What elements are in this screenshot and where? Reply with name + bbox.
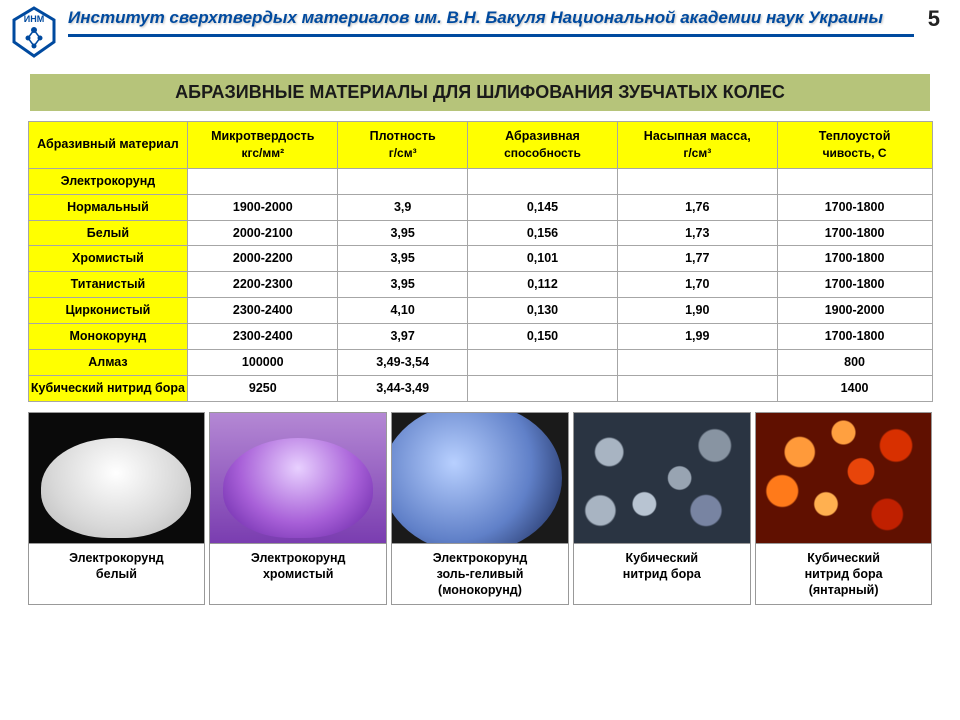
col-header: Микротвердость [211, 129, 314, 143]
page-number: 5 [914, 6, 940, 32]
table-row: Хромистый 2000-2200 3,95 0,101 1,77 1700… [28, 246, 932, 272]
table-row: Цирконистый 2300-2400 4,10 0,130 1,90 19… [28, 298, 932, 324]
col-header: Теплоустой [819, 129, 891, 143]
sample-card: Электрокорунд золь-геливый (монокорунд) [391, 412, 569, 606]
sample-card: Кубический нитрид бора (янтарный) [755, 412, 933, 606]
sample-image-cbn [574, 413, 750, 543]
sample-card: Электрокорунд хромистый [209, 412, 387, 606]
col-header: Насыпная масса, [644, 129, 751, 143]
sample-image-white-corundum [29, 413, 205, 543]
table-row: Белый 2000-2100 3,95 0,156 1,73 1700-180… [28, 220, 932, 246]
sample-image-solgel-corundum [392, 413, 568, 543]
institute-logo: ИНМ [10, 6, 58, 58]
page-header: ИНМ Институт сверхтвердых материалов им.… [0, 0, 960, 58]
table-row: Титанистый 2200-2300 3,95 0,112 1,70 170… [28, 272, 932, 298]
sample-card: Электрокорунд белый [28, 412, 206, 606]
sample-caption: Электрокорунд белый [29, 543, 205, 601]
table-header-row: Абразивный материал Микротвердостькгс/мм… [28, 122, 932, 169]
sample-card: Кубический нитрид бора [573, 412, 751, 606]
abrasive-materials-table: Абразивный материал Микротвердостькгс/мм… [28, 121, 933, 402]
col-header: Абразивный материал [37, 137, 179, 151]
col-header: Плотность [370, 129, 436, 143]
sample-caption: Кубический нитрид бора (янтарный) [756, 543, 932, 605]
sample-caption: Электрокорунд хромистый [210, 543, 386, 601]
sample-images-strip: Электрокорунд белый Электрокорунд хромис… [28, 412, 933, 606]
table-row: Монокорунд 2300-2400 3,97 0,150 1,99 170… [28, 324, 932, 350]
table-row: Алмаз 100000 3,49-3,54 800 [28, 349, 932, 375]
sample-image-cbn-amber [756, 413, 932, 543]
sample-image-chromium-corundum [210, 413, 386, 543]
table-group-row: Электрокорунд [28, 168, 932, 194]
section-title: АБРАЗИВНЫЕ МАТЕРИАЛЫ ДЛЯ ШЛИФОВАНИЯ ЗУБЧ… [30, 74, 930, 111]
sample-caption: Кубический нитрид бора [574, 543, 750, 601]
group-label: Электрокорунд [28, 168, 188, 194]
table-row: Кубический нитрид бора 9250 3,44-3,49 14… [28, 375, 932, 401]
sample-caption: Электрокорунд золь-геливый (монокорунд) [392, 543, 568, 605]
svg-text:ИНМ: ИНМ [24, 14, 44, 24]
table-row: Нормальный 1900-2000 3,9 0,145 1,76 1700… [28, 194, 932, 220]
col-header: Абразивная [505, 129, 580, 143]
institution-title: Институт сверхтвердых материалов им. В.Н… [68, 6, 914, 37]
